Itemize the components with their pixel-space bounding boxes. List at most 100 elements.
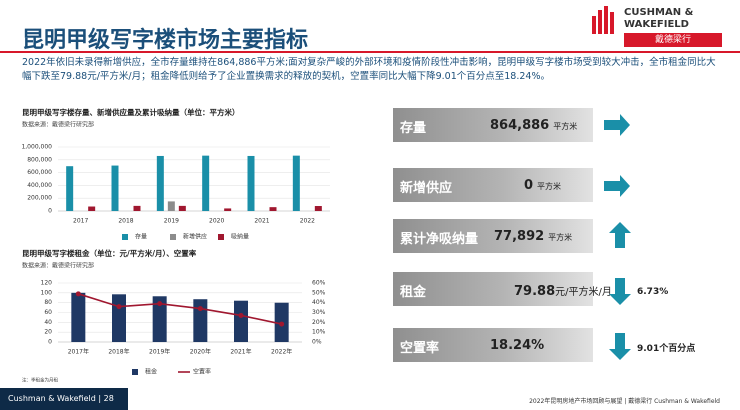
- bar: [224, 208, 232, 211]
- bar: [112, 294, 126, 342]
- legend-swatch: [132, 369, 138, 375]
- page-number: 28: [103, 394, 114, 403]
- y-tick-label: 100: [41, 289, 53, 296]
- line-marker: [279, 321, 285, 327]
- arrow-right: [604, 114, 630, 136]
- arrow-up: [609, 222, 631, 248]
- y2-tick-label: 30%: [312, 309, 326, 316]
- legend-swatch: [170, 234, 176, 240]
- logo-cn: 戴德梁行: [624, 33, 722, 47]
- chart-source: 数据来源：戴德梁行研究部: [22, 121, 94, 129]
- y-tick-label: 0: [48, 339, 52, 346]
- arrow-down: [609, 333, 631, 360]
- x-tick-label: 2021: [254, 218, 269, 225]
- kpi-bar: [393, 168, 593, 202]
- bar: [167, 201, 175, 211]
- y-tick-label: 800,000: [27, 156, 52, 163]
- bar: [247, 155, 255, 211]
- legend-label: 新增供应: [183, 233, 207, 241]
- legend-label: 存量: [135, 233, 147, 241]
- kpi-label: 新增供应: [400, 181, 453, 196]
- bar: [193, 299, 208, 342]
- kpi-value: 0 平方米: [524, 178, 561, 193]
- y-tick-label: 1,000,000: [21, 144, 52, 151]
- y-tick-label: 200,000: [27, 195, 52, 202]
- bar: [234, 300, 248, 342]
- footer-brand: Cushman & Wakefield | 28: [8, 394, 114, 403]
- y-tick-label: 40: [44, 319, 52, 326]
- y-tick-label: 120: [41, 280, 53, 287]
- kpi-label: 累计净吸纳量: [400, 232, 479, 247]
- arrow-right: [604, 175, 630, 197]
- legend-label: 吸纳量: [231, 233, 249, 241]
- kpi-unit: 平方米: [548, 233, 573, 242]
- y2-tick-label: 0%: [312, 339, 322, 346]
- bar: [269, 207, 277, 211]
- kpi-bar: [393, 272, 593, 306]
- kpi-unit: 平方米: [553, 122, 578, 131]
- kpi-unit: 平方米: [537, 182, 562, 191]
- kpi-label: 存量: [400, 121, 427, 136]
- logo-text: WAKEFIELD: [624, 19, 689, 30]
- bar: [314, 206, 322, 211]
- y-tick-label: 0: [48, 208, 52, 215]
- line-marker: [238, 312, 244, 318]
- kpi-number: 79.88: [514, 284, 556, 299]
- x-tick-label: 2022年: [271, 348, 292, 356]
- line-marker: [197, 306, 203, 312]
- arrow-down: [609, 278, 631, 305]
- x-tick-label: 2017年: [68, 348, 89, 356]
- chart-title: 昆明甲级写字楼租金（单位：元/平方米/月）、空置率: [22, 248, 197, 258]
- kpi-value: 864,886 平方米: [490, 118, 577, 133]
- kpi-number: 18.24%: [490, 338, 545, 353]
- x-tick-label: 2017: [73, 218, 88, 225]
- logo-text: CUSHMAN &: [624, 7, 694, 18]
- y-tick-label: 600,000: [27, 169, 52, 176]
- kpi-unit: 元/平方米/月: [555, 287, 612, 298]
- y-tick-label: 60: [44, 309, 52, 316]
- y2-tick-label: 60%: [312, 280, 326, 287]
- kpi-number: 0: [524, 178, 534, 193]
- chart-title: 昆明甲级写字楼存量、新增供应量及累计吸纳量（单位：平方米）: [22, 107, 240, 117]
- x-tick-label: 2018年: [108, 348, 129, 356]
- y-tick-label: 400,000: [27, 182, 52, 189]
- kpi-value: 77,892 平方米: [494, 229, 572, 244]
- kpi-change: 6.73%: [637, 287, 669, 297]
- chart-source: 数据来源：戴德梁行研究部: [22, 262, 94, 270]
- kpi-change: 9.01个百分点: [637, 344, 696, 354]
- legend-swatch: [122, 234, 128, 240]
- x-tick-label: 2020年: [190, 348, 211, 356]
- kpi-bar: [393, 219, 593, 253]
- kpi-label: 租金: [400, 285, 427, 300]
- y-tick-label: 20: [44, 329, 52, 336]
- intro-text: 2022年依旧未录得新增供应，全市存量维持在864,886平方米;面对复杂严峻的…: [22, 57, 716, 82]
- slide-title: 昆明甲级写字楼市场主要指标: [22, 28, 309, 53]
- footer-source: 2022年昆明房地产市场回顾与展望 | 戴德梁行 Cushman & Wakef…: [529, 398, 720, 405]
- kpi-number: 864,886: [490, 118, 550, 133]
- bar: [152, 296, 167, 342]
- y2-tick-label: 40%: [312, 299, 326, 306]
- y2-tick-label: 20%: [312, 319, 326, 326]
- bar: [202, 155, 210, 211]
- bar: [88, 206, 96, 211]
- y-tick-label: 80: [44, 299, 52, 306]
- line: [78, 293, 282, 325]
- footer-band: [0, 388, 128, 410]
- x-tick-label: 2019: [164, 218, 179, 225]
- kpi-bar: [393, 328, 593, 362]
- title-rule: [0, 51, 740, 53]
- kpi-number: 77,892: [494, 229, 545, 244]
- x-tick-label: 2020: [209, 218, 224, 225]
- x-tick-label: 2019年: [149, 348, 170, 356]
- line-marker: [116, 304, 122, 310]
- kpi-label: 空置率: [400, 341, 440, 356]
- legend-label: 租金: [145, 368, 157, 376]
- bar: [292, 155, 300, 211]
- kpi-value: 18.24%: [490, 338, 544, 353]
- bar: [71, 292, 86, 342]
- bar: [111, 165, 119, 211]
- x-tick-label: 2021年: [230, 348, 251, 356]
- legend-label: 空置率: [193, 368, 211, 376]
- logo: CUSHMAN & WAKEFIELD 戴德梁行: [590, 4, 725, 48]
- bar: [178, 205, 186, 211]
